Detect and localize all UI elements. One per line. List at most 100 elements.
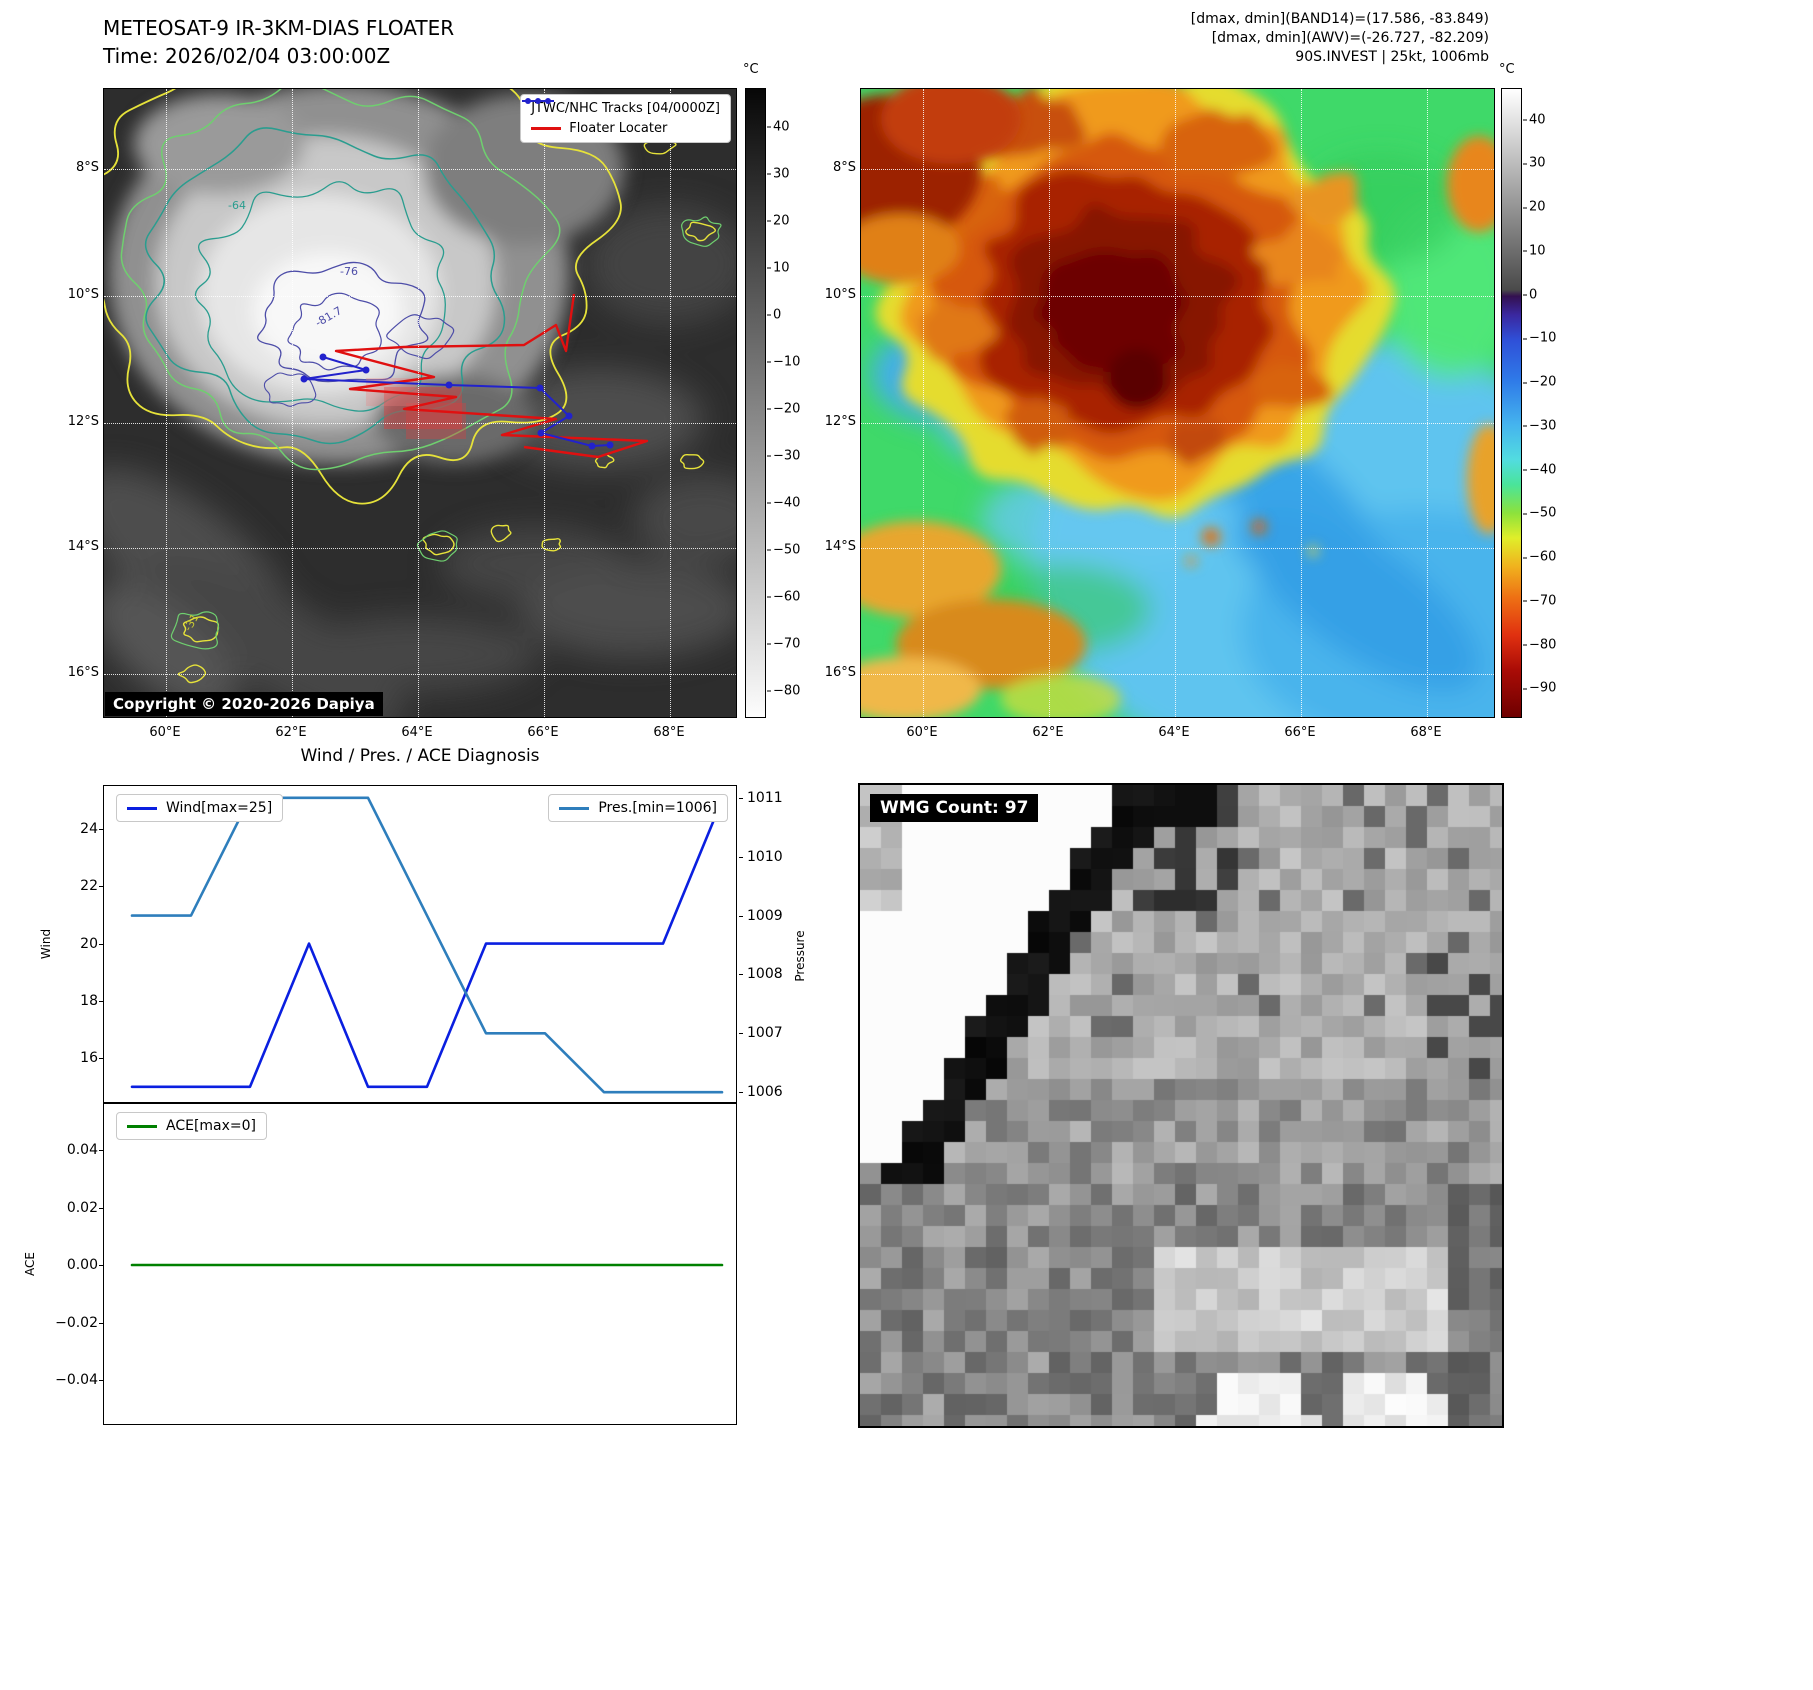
jtwc-track-point [319, 353, 327, 361]
wind-pressure-chart: Wind[max=25] Pres.[min=1006] 16 18 20 22 24 1… [80, 785, 783, 1103]
wind-legend: Wind[max=25] [116, 794, 284, 822]
latitude-gridline [861, 423, 1494, 424]
longitude-gridline [166, 89, 167, 717]
awv-colorbar-unit: °C [1499, 62, 1515, 77]
ir-contour-small-green [170, 611, 220, 650]
ir-contour [120, 89, 561, 471]
ace-chart: ACE[max=0] −0.04 −0.02 0.00 0.02 0.04 [55, 1103, 737, 1425]
jtwc-track-points [300, 353, 614, 450]
jtwc-track-point [362, 366, 370, 374]
jtwc-track-point [606, 441, 614, 449]
longitude-gridline [670, 89, 671, 717]
floater-legend-label: Floater Locater [569, 121, 668, 136]
ace-plot-area [130, 1263, 724, 1267]
awv-storm-layer [1036, 250, 1186, 377]
latitude-tick-label: 16°S [67, 665, 99, 680]
contour-label-mid: -76 [340, 265, 358, 278]
colorbar-tick-label: 0 [1522, 287, 1538, 303]
colorbar-tick-label: −80 [1522, 637, 1557, 653]
longitude-gridline [1175, 89, 1176, 717]
ir-satellite-image: -64 -76 -81.7 -31 [104, 89, 736, 717]
ir-contour [257, 261, 429, 383]
colorbar-tick-label: 30 [767, 166, 790, 182]
pressure-legend: Pres.[min=1006] [548, 794, 728, 822]
longitude-tick-label: 62°E [1032, 725, 1064, 740]
wmg-count-badge: WMG Count: 97 [870, 794, 1039, 822]
latitude-gridline [104, 548, 736, 549]
copyright-badge: Copyright © 2020-2026 Dapiya [105, 692, 383, 716]
longitude-tick-label: 60°E [906, 725, 938, 740]
awv-colorbar-gradient [1502, 89, 1521, 717]
left-axis-tick-label: 0.04 [66, 1142, 98, 1158]
colorbar-tick-label: −20 [766, 401, 801, 417]
colorbar-tick-label: −80 [766, 683, 801, 699]
awv-storm-spot [1288, 171, 1360, 227]
ir-colorbar-gradient [746, 89, 765, 717]
wind-line-sample [127, 806, 157, 810]
latitude-tick-label: 16°S [824, 665, 856, 680]
colorbar-tick-label: −60 [766, 589, 801, 605]
longitude-tick-label: 66°E [1284, 725, 1316, 740]
awv-storm-spot [916, 298, 999, 363]
right-axis-tick [739, 915, 743, 917]
longitude-tick-label: 68°E [653, 725, 685, 740]
longitude-tick-label: 64°E [401, 725, 433, 740]
track-legend: JTWC/NHC Tracks [04/0000Z] Floater Locat… [520, 94, 731, 143]
contour-label-outer: -64 [228, 199, 246, 212]
ace-legend-label: ACE[max=0] [166, 1118, 257, 1134]
ir-contour-small [685, 221, 716, 242]
longitude-gridline [418, 89, 419, 717]
jtwc-track-point [588, 442, 596, 450]
left-axis-tick-label: −0.02 [55, 1314, 98, 1331]
ir-contour-small [490, 524, 512, 543]
wmg-panel: WMG Count: 97 [858, 783, 1504, 1428]
left-axis-tick [99, 1380, 103, 1381]
ace-line-sample [127, 1124, 157, 1128]
ir-panel-time: Time: 2026/02/04 03:00:00Z [103, 44, 391, 68]
ace-legend: ACE[max=0] [116, 1112, 268, 1140]
colorbar-tick-label: 40 [1523, 112, 1546, 128]
left-axis-tick [99, 1058, 103, 1060]
latitude-gridline [104, 296, 736, 297]
ir-colorbar: 40 30 20 10 0 −10 −20 −30 −40 −50 −60 −70 −80 [745, 88, 800, 718]
wind-legend-label: Wind[max=25] [166, 800, 273, 816]
latitude-tick-label: 14°S [67, 539, 99, 554]
awv-storm-eye [1107, 349, 1167, 409]
ir-satellite-map: -64 -76 -81.7 -31 JTWC/NHC Tracks [04/00… [103, 88, 737, 718]
longitude-gridline [1049, 89, 1050, 717]
latitude-gridline [104, 423, 736, 424]
longitude-gridline [1427, 89, 1428, 717]
ir-contour-small [177, 664, 207, 684]
longitude-gridline [544, 89, 545, 717]
colorbar-tick-label: −50 [766, 542, 801, 558]
colorbar-tick-label: −10 [766, 354, 801, 370]
pressure-line-sample [559, 806, 590, 810]
right-axis-tick [739, 1033, 743, 1035]
jtwc-track-point [445, 381, 453, 389]
wmg-pixel-image [860, 785, 1502, 1426]
latitude-tick-label: 12°S [67, 414, 99, 429]
left-axis-tick-label: 24 [80, 820, 98, 837]
longitude-tick-label: 60°E [149, 725, 181, 740]
ir-colorbar-unit: °C [743, 62, 759, 77]
series-line [130, 796, 724, 1094]
left-axis-tick-label: 0.00 [66, 1257, 98, 1273]
left-axis-tick [99, 828, 103, 830]
wind-axis-title: Wind [39, 928, 53, 960]
floater-line-sample [531, 127, 562, 130]
latitude-tick-label: 8°S [832, 160, 856, 175]
jtwc-track-point [536, 384, 544, 392]
colorbar-tick-label: −40 [1522, 462, 1557, 478]
colorbar-tick-label: −60 [1522, 549, 1557, 565]
longitude-tick-label: 64°E [1158, 725, 1190, 740]
longitude-gridline [292, 89, 293, 717]
left-axis-tick-label: −0.04 [55, 1372, 98, 1388]
right-axis-tick [739, 797, 743, 799]
left-axis-tick-label: 22 [80, 878, 98, 895]
awv-header-line-awv: [dmax, dmin](AWV)=(-26.727, -82.209) [1211, 30, 1489, 46]
awv-storm-spot [1167, 419, 1228, 466]
jtwc-track-point [537, 429, 545, 437]
right-axis-tick-label: 1007 [747, 1025, 783, 1042]
right-axis-tick [739, 974, 743, 976]
colorbar-tick-label: −50 [1522, 505, 1557, 521]
